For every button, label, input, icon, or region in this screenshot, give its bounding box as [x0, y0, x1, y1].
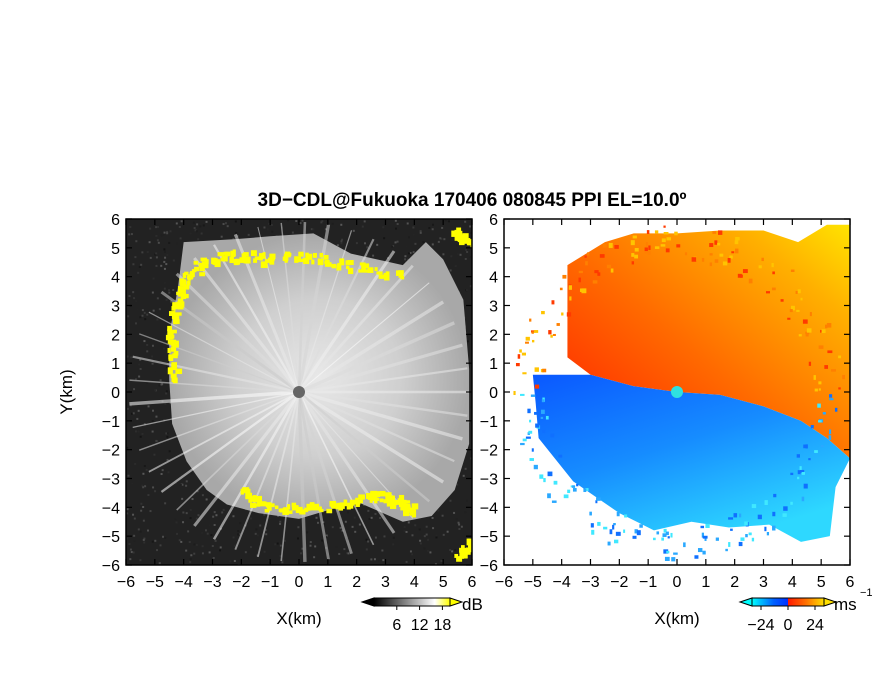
y-tick-label: 4 [111, 270, 120, 287]
x-tick-label: −6 [117, 574, 135, 591]
x-tick-label: 2 [730, 574, 739, 591]
x-tick-label: −2 [232, 574, 250, 591]
intensity-plot-area [126, 219, 472, 565]
y-tick-label: −5 [102, 529, 120, 546]
x-tick-label: 3 [381, 574, 390, 591]
y-tick-label: 2 [111, 327, 120, 344]
velocity-speckle [513, 225, 846, 562]
saturated-edge [165, 227, 472, 562]
colorbar-max-arrow [449, 597, 464, 607]
x-tick-label: 5 [439, 574, 448, 591]
colorbar-min-arrow [738, 597, 753, 607]
velocity-axes: −6 −5 −4 −3 −2 −1 0 1 2 3 4 5 6 −6 −5 −4 −3 −2 −1 0 1 2 3 4 5 6 [480, 212, 855, 591]
y-tick-label: 2 [489, 327, 498, 344]
x-tick-label: −1 [639, 574, 657, 591]
colorbar-unit: dB [462, 595, 483, 614]
y-tick-label: 0 [111, 385, 120, 402]
y-tick-label: −1 [102, 414, 120, 431]
x-tick-label: 4 [788, 574, 797, 591]
colorbar-tick-label: 0 [784, 617, 793, 634]
chart-title: 3D−CDL@Fukuoka 170406 080845 PPI EL=10.0… [258, 190, 687, 211]
y-tick-label: −3 [480, 472, 498, 489]
y-tick-label: 6 [111, 212, 120, 229]
x-tick-label: 5 [817, 574, 826, 591]
colorbar-ramp [373, 597, 451, 607]
y-tick-label: 3 [111, 299, 120, 316]
y-tick-label: 1 [111, 356, 120, 373]
y-tick-label: −1 [480, 414, 498, 431]
velocity-plot-area [504, 219, 850, 565]
y-tick-label: 4 [489, 270, 498, 287]
y-tick-label: −3 [102, 472, 120, 489]
x-tick-label: 3 [759, 574, 768, 591]
x-tick-label: −3 [581, 574, 599, 591]
colorbar-tick-label: 6 [392, 617, 401, 634]
intensity-colorbar: 6 12 18 dB [360, 595, 483, 634]
y-tick-label: 5 [489, 241, 498, 258]
y-tick-label: 6 [489, 212, 498, 229]
x-tick-label: 2 [352, 574, 361, 591]
colorbar-unit-exponent: −1 [860, 587, 873, 599]
velocity-panel: −6 −5 −4 −3 −2 −1 0 1 2 3 4 5 6 −6 −5 −4 −3 −2 −1 0 1 2 3 4 5 6 X… [480, 212, 873, 634]
x-tick-label: 4 [410, 574, 419, 591]
intensity-y-label: Y(km) [57, 369, 76, 414]
colorbar-ramp [751, 597, 825, 607]
y-tick-label: −5 [480, 529, 498, 546]
beam-streaks [129, 222, 469, 562]
x-tick-label: −2 [610, 574, 628, 591]
intensity-axes: −6 −5 −4 −3 −2 −1 0 1 2 3 4 5 6 −6 −5 −4 −3 −2 −1 0 1 2 3 4 5 6 [102, 212, 477, 591]
y-tick-label: −6 [102, 558, 120, 575]
x-tick-label: −4 [175, 574, 193, 591]
receding-velocity-region [567, 224, 850, 459]
x-tick-label: 0 [673, 574, 682, 591]
colorbar-unit: ms [834, 595, 857, 614]
y-tick-label: 0 [489, 385, 498, 402]
y-tick-label: 5 [111, 241, 120, 258]
x-tick-label: −5 [524, 574, 542, 591]
lidar-site-marker-velocity [671, 386, 683, 398]
y-tick-label: −4 [480, 500, 498, 517]
colorbar-tick-label: 24 [806, 617, 824, 634]
colorbar-tick-label: 18 [434, 617, 452, 634]
velocity-colorbar: −24 0 24 ms−1 [738, 587, 873, 634]
colorbar-max-arrow [823, 597, 838, 607]
y-tick-label: −2 [480, 443, 498, 460]
y-tick-label: 3 [489, 299, 498, 316]
x-tick-label: 1 [701, 574, 710, 591]
y-tick-label: −6 [480, 558, 498, 575]
y-tick-label: −2 [102, 443, 120, 460]
colorbar-tick-label: −24 [747, 617, 774, 634]
x-tick-label: −3 [203, 574, 221, 591]
intensity-x-label: X(km) [276, 609, 321, 628]
x-tick-label: 1 [323, 574, 332, 591]
colorbar-min-arrow [360, 597, 375, 607]
colorbar-tick-label: 12 [411, 617, 429, 634]
x-tick-label: 6 [468, 574, 477, 591]
velocity-x-label: X(km) [654, 609, 699, 628]
x-tick-label: −4 [553, 574, 571, 591]
x-tick-label: −6 [495, 574, 513, 591]
approaching-velocity-region [532, 374, 850, 542]
x-tick-label: −1 [261, 574, 279, 591]
y-tick-label: −4 [102, 500, 120, 517]
y-tick-label: 1 [489, 356, 498, 373]
x-tick-label: 0 [295, 574, 304, 591]
x-tick-label: −5 [146, 574, 164, 591]
lidar-site-marker [293, 386, 305, 398]
x-tick-label: 6 [846, 574, 855, 591]
